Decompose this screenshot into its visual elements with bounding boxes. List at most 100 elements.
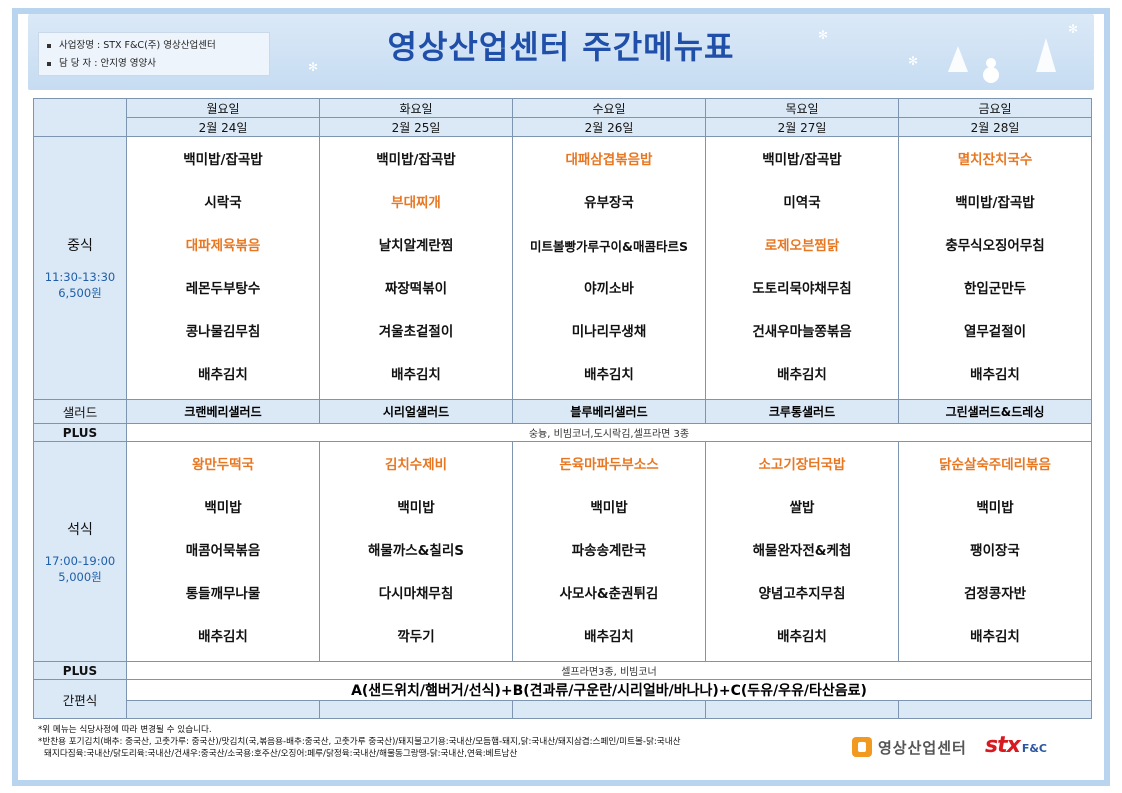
dish: 미트볼빵가루구이&매콤타르S (530, 239, 688, 254)
blank-cell (512, 700, 706, 719)
dish: 배추김치 (970, 629, 1020, 645)
snowflake-icon: ✻ (818, 28, 829, 42)
snack-text: A(샌드위치/햄버거/선식)+B(견과류/구운란/시리얼바/바나나)+C(두유/… (126, 679, 1092, 701)
dish: 해물완자전&케첩 (752, 543, 852, 559)
info-company: 사업장명 : STX F&C(주) 영상산업센터 (59, 40, 216, 51)
info-box: 사업장명 : STX F&C(주) 영상산업센터 담 당 자 : 안지영 영양사 (38, 32, 270, 76)
plus-dinner-text: 셀프라면3종, 비빔코너 (126, 661, 1092, 680)
plus-dinner-row: PLUS 셀프라면3종, 비빔코너 (33, 661, 1092, 680)
dish: 열무겉절이 (963, 324, 1027, 340)
dinner-day-cell: 왕만두떡국 백미밥 매콤어묵볶음 통들깨무나물 배추김치 (126, 441, 320, 662)
dish: 배추김치 (584, 629, 634, 645)
dish: 다시마채무침 (378, 586, 454, 602)
dish-highlight: 부대찌개 (391, 195, 441, 211)
info-manager: 담 당 자 : 안지영 영양사 (59, 58, 156, 69)
blank-cell (898, 700, 1092, 719)
menu-table: 월요일 화요일 수요일 목요일 금요일 2월 24일 2월 25일 2월 26일… (33, 98, 1092, 719)
dinner-day-cell: 닭순살숙주데리볶음 백미밥 팽이장국 검정콩자반 배추김치 (898, 441, 1092, 662)
dish-highlight: 닭순살숙주데리볶음 (939, 457, 1051, 473)
dish-highlight: 멸치잔치국수 (957, 152, 1033, 168)
day-header: 화요일 (319, 98, 513, 118)
snack-label: 간편식 (33, 679, 127, 719)
center-logo-text: 영상산업센터 (878, 738, 967, 757)
dish: 겨울초겉절이 (378, 324, 454, 340)
dish: 백미밥/잡곡밥 (955, 195, 1035, 211)
note-line: *반찬용 포기김치(배추: 중국산, 고춧가루: 중국산)/맛김치(국,볶음용-… (38, 737, 681, 747)
header-banner: 사업장명 : STX F&C(주) 영상산업센터 담 당 자 : 안지영 영양사… (28, 14, 1094, 90)
lunch-time: 11:30-13:30 (44, 270, 116, 284)
dish: 짜장떡볶이 (384, 281, 448, 297)
dish: 매콤어묵볶음 (185, 543, 261, 559)
plus-lunch-row: PLUS 숭늉, 비빔코너,도시락김,셀프라면 3종 (33, 423, 1092, 442)
snack-blank-row (34, 700, 1092, 719)
lunch-day-cell: 멸치잔치국수 백미밥/잡곡밥 충무식오징어무침 한입군만두 열무겉절이 배추김치 (898, 136, 1092, 400)
dish: 미나리무생채 (571, 324, 647, 340)
salad-item: 블루베리샐러드 (512, 399, 706, 424)
dish: 배추김치 (777, 367, 827, 383)
page-title: 영상산업센터 주간메뉴표 (387, 28, 735, 66)
center-logo: 영상산업센터 (852, 736, 967, 758)
dish: 미역국 (783, 195, 821, 211)
salad-label: 샐러드 (33, 399, 127, 424)
corner-cell (33, 98, 127, 137)
dish: 검정콩자반 (963, 586, 1027, 602)
day-header: 목요일 (705, 98, 899, 118)
dish: 시락국 (204, 195, 242, 211)
blank-cell (705, 700, 899, 719)
dish-highlight: 대파제육볶음 (185, 238, 261, 254)
dish: 콩나물김무침 (185, 324, 261, 340)
dish: 양념고추지무침 (758, 586, 846, 602)
salad-row: 샐러드 크랜베리샐러드 시리얼샐러드 블루베리샐러드 크루통샐러드 그린샐러드&… (33, 399, 1092, 424)
snowflake-icon: ✻ (908, 54, 919, 68)
salad-item: 크루통샐러드 (705, 399, 899, 424)
dish: 통들깨무나물 (185, 586, 261, 602)
dinner-row: 석식 17:00-19:00 5,000원 왕만두떡국 백미밥 매콤어묵볶음 통… (33, 441, 1092, 662)
stx-logo: stx F&C (985, 733, 1047, 758)
dish: 파송송계란국 (571, 543, 647, 559)
salad-item: 시리얼샐러드 (319, 399, 513, 424)
lunch-day-cell: 백미밥/잡곡밥 부대찌개 날치알계란찜 짜장떡볶이 겨울초겉절이 배추김치 (319, 136, 513, 400)
dish: 백미밥/잡곡밥 (762, 152, 842, 168)
dish: 배추김치 (391, 367, 441, 383)
lunch-day-cell: 백미밥/잡곡밥 시락국 대파제육볶음 레몬두부탕수 콩나물김무침 배추김치 (126, 136, 320, 400)
lunch-day-cell: 백미밥/잡곡밥 미역국 로제오븐찜닭 도토리묵야채무침 건새우마늘쫑볶음 배추김… (705, 136, 899, 400)
day-row: 월요일 화요일 수요일 목요일 금요일 (33, 98, 1092, 137)
date-header: 2월 24일 (126, 117, 320, 137)
dish: 배추김치 (970, 367, 1020, 383)
dish: 백미밥 (204, 500, 242, 516)
dish-highlight: 대패삼겹볶음밥 (565, 152, 653, 168)
day-header: 수요일 (512, 98, 706, 118)
dish: 건새우마늘쫑볶음 (752, 324, 852, 340)
date-row: 2월 24일 2월 25일 2월 26일 2월 27일 2월 28일 (34, 117, 1092, 137)
date-header: 2월 27일 (705, 117, 899, 137)
dish: 날치알계란찜 (378, 238, 454, 254)
dish: 한입군만두 (963, 281, 1027, 297)
stx-logo-text: stx (985, 733, 1021, 758)
dish: 백미밥/잡곡밥 (376, 152, 456, 168)
dish: 쌀밥 (789, 500, 815, 516)
dish: 배추김치 (777, 629, 827, 645)
dinner-day-cell: 돈육마파두부소스 백미밥 파송송계란국 사모사&춘권튀김 배추김치 (512, 441, 706, 662)
note-line: 돼지다짐육:국내산/닭도리육:국내산/건새우:중국산/소국용:호주산/오징어:페… (44, 749, 518, 759)
snowman-icon (986, 58, 996, 68)
dish-highlight: 김치수제비 (384, 457, 448, 473)
tree-icon (948, 46, 968, 72)
plus-label: PLUS (33, 661, 127, 680)
snack-row: 간편식 A(샌드위치/햄버거/선식)+B(견과류/구운란/시리얼바/바나나)+C… (33, 679, 1092, 719)
dinner-label-cell: 석식 17:00-19:00 5,000원 (33, 441, 127, 662)
dish: 깍두기 (397, 629, 435, 645)
dish: 백미밥 (397, 500, 435, 516)
salad-item: 크랜베리샐러드 (126, 399, 320, 424)
dish: 충무식오징어무침 (945, 238, 1045, 254)
salad-item: 그린샐러드&드레싱 (898, 399, 1092, 424)
stx-logo-sub: F&C (1021, 742, 1047, 755)
blank-cell (126, 700, 320, 719)
dish: 백미밥 (590, 500, 628, 516)
snowflake-icon: ✻ (308, 60, 319, 74)
bullet-icon (47, 61, 51, 66)
dish: 배추김치 (584, 367, 634, 383)
day-header: 금요일 (898, 98, 1092, 118)
lunch-label: 중식 (67, 238, 93, 254)
snowflake-icon: ✻ (1068, 22, 1079, 36)
dish: 백미밥 (976, 500, 1014, 516)
